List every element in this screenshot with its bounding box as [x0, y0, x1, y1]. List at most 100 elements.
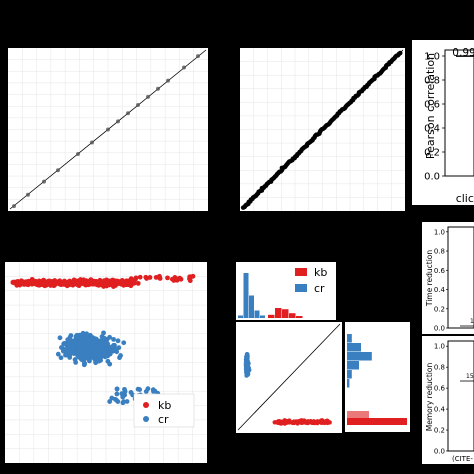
panel-e-legend-kb-marker [295, 268, 307, 276]
panel-d-cr-point-647 [68, 333, 74, 338]
panel-d-kb-point-377 [104, 277, 109, 283]
panel-d-cr-tail-point-13 [122, 386, 127, 392]
panel-d-kb-point-412 [95, 282, 101, 287]
panel-d-kb-tail-point-15 [165, 275, 170, 281]
panel-d-kb-point-393 [119, 281, 125, 287]
panel-e-cr-point-123 [244, 368, 250, 374]
panel-d-cr-point-573 [71, 342, 77, 348]
panel-d-kb-tail-point-24 [187, 274, 193, 280]
panel-d-cr-point-643 [89, 339, 95, 345]
panel-d-cr-point-487 [105, 358, 111, 364]
panel-e-identity-line [237, 323, 341, 431]
panel-c-tick-label-2: 0.4 [424, 124, 440, 135]
panel-e-right-hist-kb-bar-2 [347, 411, 369, 418]
panel-d-points [10, 273, 196, 406]
panel-d-kb-point-398 [29, 276, 35, 282]
panel-e-kb-point-115 [304, 420, 309, 426]
panel-f-tick-label-5: 1.0 [434, 228, 445, 236]
panel-d-cr-point-467 [58, 355, 64, 361]
panel-e-legend-cr-label: cr [314, 282, 325, 295]
panel-f-time-bar: Time reduction 0.0 0.2 0.4 0.6 0.8 1.0 15 [422, 222, 474, 334]
panel-e-kb-point-119 [315, 419, 321, 425]
panel-e-kb-point-100 [291, 420, 297, 426]
panel-d-cr-point-640 [99, 341, 104, 346]
panel-d-legend: kb cr [133, 393, 195, 428]
panel-c-tick-label-1: 0.2 [424, 148, 440, 159]
panel-e-top-histogram [238, 273, 303, 318]
panel-e-cr-point-126 [244, 358, 250, 363]
panel-e-legend: kb cr [295, 266, 327, 295]
panel-d-cr-point-586 [70, 346, 76, 352]
panel-d-cr-point-570 [67, 355, 73, 360]
panel-d-cr-point-645 [104, 352, 110, 357]
panel-e-top-hist-cr-bar-4 [260, 315, 265, 318]
panel-c-tick-label-0: 0.0 [424, 172, 440, 183]
panel-e-top-hist-kb-bar-3 [289, 313, 296, 318]
panel-e-right-hist-cr-bar-3 [347, 361, 359, 370]
panel-a-point-10 [146, 94, 150, 99]
panel-f-axes [447, 226, 474, 329]
panel-d-cr-tail-point-35 [115, 399, 121, 404]
panel-a-grid [8, 48, 208, 211]
panel-d-cr-point-485 [63, 352, 68, 358]
panel-f-tick-label-4: 0.8 [434, 248, 445, 256]
panel-f-ylabel: Time reduction [425, 250, 434, 308]
panel-b-scatter [240, 48, 405, 211]
panel-d-legend-kb-marker [143, 402, 149, 408]
panel-a-scatter [8, 48, 208, 211]
panel-d-cr-point-613 [79, 332, 85, 338]
panel-c-value-label: 0.99 [452, 47, 474, 59]
panel-d-cr-point-446 [111, 347, 117, 353]
panel-d-cr-point-450 [73, 360, 79, 365]
panel-e-top-hist-kb-bar-2 [282, 309, 289, 318]
panel-d-cr-tail-point-39 [114, 386, 120, 392]
panel-d-cr-tail-point-33 [124, 399, 130, 404]
panel-d-cr-point-648 [81, 345, 87, 351]
panel-d-cr-point-649 [103, 346, 109, 352]
panel-d-legend-kb-label: kb [158, 399, 171, 412]
panel-a-point-8 [126, 111, 130, 116]
panel-d-cr-point-359 [107, 334, 113, 340]
panel-d-cr-point-437 [84, 331, 90, 337]
panel-d-cr-point-638 [60, 348, 66, 354]
panel-d-cr-point-642 [84, 341, 90, 347]
panel-d-kb-point-409 [112, 280, 118, 286]
panel-d-kb-point-418 [123, 280, 129, 286]
panel-d-kb-point-396 [13, 281, 19, 286]
panel-d-kb-point-417 [135, 280, 141, 286]
panel-c-tick-label-5: 1.0 [424, 52, 440, 63]
panel-e-right-histogram [347, 334, 407, 425]
panel-d-legend-cr-label: cr [158, 413, 169, 426]
panel-e-kb-point-111 [324, 419, 330, 424]
panel-d-kb-point-413 [43, 280, 49, 286]
panel-d-cr-tail-point-34 [114, 391, 120, 397]
panel-d-cr-point-242 [55, 351, 61, 357]
panel-d-cr-point-624 [73, 338, 79, 344]
panel-d-cr-point-545 [97, 355, 103, 361]
panel-d-scatter: kb cr [5, 262, 207, 463]
panel-d-cr-tail-point-40 [120, 394, 126, 400]
panel-f-tick-label-2: 0.4 [434, 286, 446, 294]
panel-d-kb-point-401 [126, 280, 132, 286]
panel-d-kb-tail-point-23 [178, 276, 184, 282]
panel-d-cr-point-635 [91, 347, 97, 353]
panel-d-cr-point-529 [82, 361, 88, 367]
panel-d-kb-tail-point-11 [147, 275, 153, 280]
panel-b-identity-line [241, 49, 404, 210]
panel-e-points [243, 351, 332, 426]
panel-d-kb-tail-point-14 [153, 275, 159, 280]
panel-d-cr-tail-point-29 [109, 395, 115, 401]
panel-g-tick-label-2: 0.4 [434, 406, 446, 414]
panel-e-right-hist-cr-bar-5 [347, 379, 350, 388]
panel-g-yticks: 0.0 0.2 0.4 0.6 0.8 1.0 [434, 343, 448, 456]
panel-a-point-1 [26, 192, 30, 197]
panel-e-kb-point-118 [276, 419, 282, 425]
panel-e-right-hist-cr-bar-0 [347, 334, 352, 343]
panel-g-tick-label-0: 0.0 [434, 448, 445, 456]
panel-f-yticks: 0.0 0.2 0.4 0.6 0.8 1.0 [434, 228, 448, 333]
panel-c-tick-label-3: 0.6 [424, 100, 440, 111]
panel-e-kb-point-116 [288, 419, 293, 425]
panel-a-point-12 [166, 78, 170, 83]
